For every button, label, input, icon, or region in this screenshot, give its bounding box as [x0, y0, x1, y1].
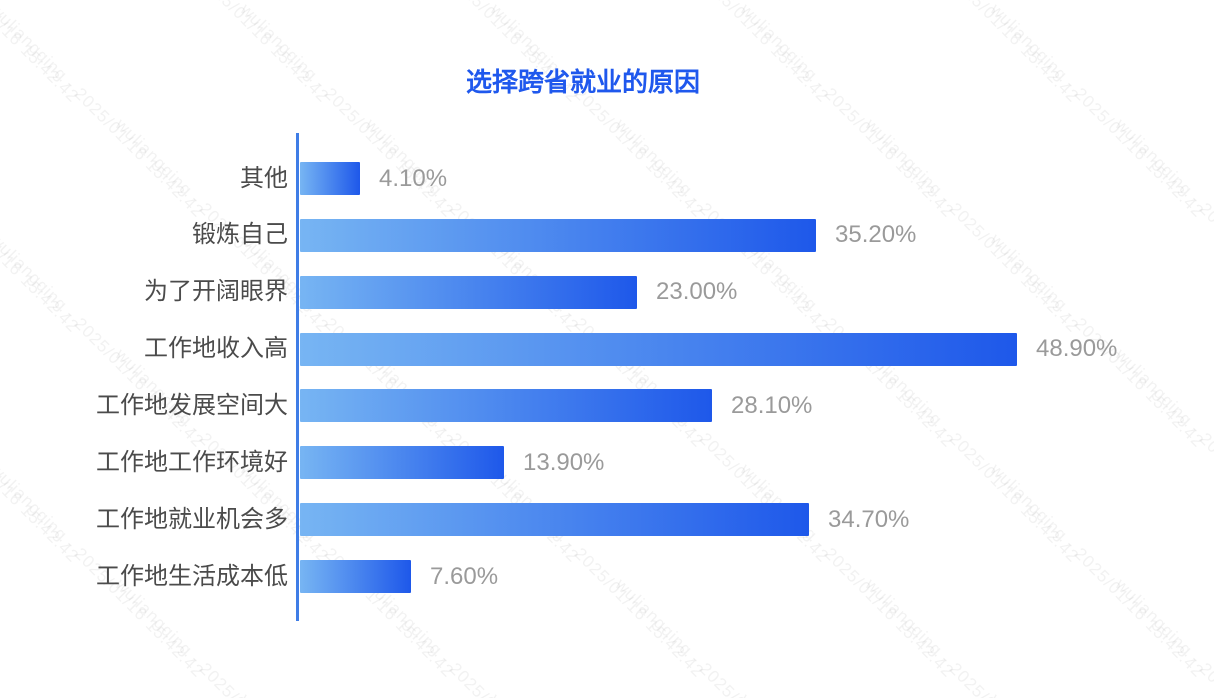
bar-row: 其他 4.10% [0, 151, 1214, 207]
category-label: 工作地收入高 [144, 335, 288, 363]
bar-row: 工作地生活成本低 7.60% [0, 549, 1214, 605]
category-label: 工作地就业机会多 [96, 505, 288, 533]
value-label: 7.60% [430, 562, 499, 590]
bar [300, 332, 1017, 366]
bar-row: 锻炼自己 35.20% [0, 207, 1214, 263]
bar-row: 工作地收入高 48.90% [0, 321, 1214, 377]
bar-row: 工作地工作环境好 13.90% [0, 435, 1214, 491]
category-label: 其他 [240, 164, 288, 192]
bar [300, 560, 411, 594]
value-label: 13.90% [523, 448, 605, 476]
bar-row: 工作地发展空间大 28.10% [0, 378, 1214, 434]
value-label: 35.20% [835, 221, 917, 249]
category-label: 工作地生活成本低 [96, 562, 288, 590]
value-label: 34.70% [828, 505, 910, 533]
bar [300, 218, 816, 252]
value-label: 48.90% [1036, 335, 1118, 363]
bar [300, 503, 809, 537]
bar [300, 446, 504, 480]
category-label: 工作地发展空间大 [96, 391, 288, 419]
bar [300, 162, 360, 195]
value-label: 4.10% [379, 164, 448, 192]
bar-row: 为了开阔眼界 23.00% [0, 264, 1214, 320]
value-label: 28.10% [731, 391, 813, 419]
category-label: 为了开阔眼界 [144, 278, 288, 306]
bar [300, 275, 637, 309]
value-label: 23.00% [656, 278, 738, 306]
bar-row: 工作地就业机会多 34.70% [0, 492, 1214, 548]
y-axis-line [296, 133, 299, 621]
category-label: 锻炼自己 [192, 221, 288, 249]
category-label: 工作地工作环境好 [96, 448, 288, 476]
bar [300, 389, 712, 423]
chart-title: 选择跨省就业的原因 [465, 67, 700, 97]
